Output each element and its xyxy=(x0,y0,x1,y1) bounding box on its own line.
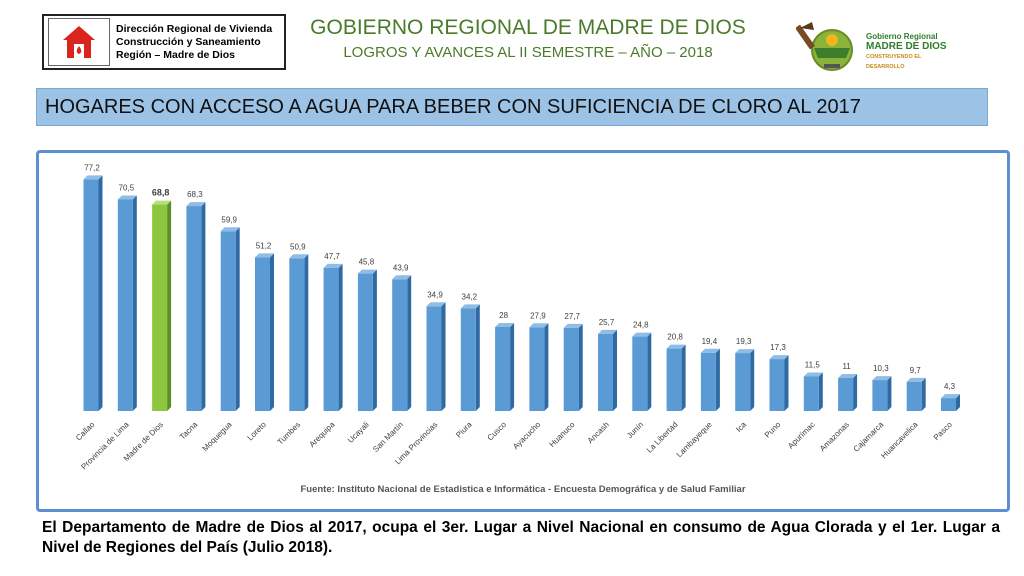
bar-2 xyxy=(152,200,172,411)
category-label-14: Huanuco xyxy=(548,420,577,449)
data-label-25: 4,3 xyxy=(944,382,956,391)
logo-right-line-2: MADRE DE DIOS xyxy=(866,41,947,52)
data-label-18: 19,4 xyxy=(702,337,718,346)
data-label-7: 47,7 xyxy=(324,252,340,261)
category-label-18: Lambayeque xyxy=(675,420,714,459)
data-label-19: 19,3 xyxy=(736,337,752,346)
category-label-5: Loreto xyxy=(246,420,269,443)
page-title: GOBIERNO REGIONAL DE MADRE DE DIOS xyxy=(310,16,746,39)
category-label-4: Moquegua xyxy=(201,420,234,453)
category-label-20: Puno xyxy=(763,420,783,440)
bar-12 xyxy=(495,323,515,411)
data-label-12: 28 xyxy=(499,311,508,320)
bar-25 xyxy=(941,394,960,411)
category-label-19: Ica xyxy=(734,420,748,434)
bar-15 xyxy=(598,329,617,411)
bar-11 xyxy=(460,304,480,411)
drvcs-logo: Dirección Regional de Vivienda Construcc… xyxy=(42,14,286,70)
data-label-3: 68,3 xyxy=(187,190,203,199)
section-banner: HOGARES CON ACCESO A AGUA PARA BEBER CON… xyxy=(36,88,988,126)
page-subtitle: LOGROS Y AVANCES AL II SEMESTRE – AÑO – … xyxy=(343,44,713,61)
bar-1 xyxy=(117,195,137,411)
data-label-13: 27,9 xyxy=(530,311,546,320)
bar-24 xyxy=(906,377,926,411)
bar-16 xyxy=(632,332,652,411)
data-label-9: 43,9 xyxy=(393,263,409,272)
category-label-15: Ancash xyxy=(586,420,611,445)
bar-9 xyxy=(392,275,412,411)
category-label-16: Junín xyxy=(625,420,645,440)
logo-left-line-1: Dirección Regional de Vivienda xyxy=(116,22,273,35)
bar-10 xyxy=(426,302,446,411)
data-label-10: 34,9 xyxy=(427,290,443,299)
category-label-8: Ucayali xyxy=(346,420,371,445)
bar-4 xyxy=(220,227,240,411)
bar-23 xyxy=(872,376,892,411)
category-label-9: San Martín xyxy=(371,420,405,454)
bar-5 xyxy=(255,253,274,411)
chart-source: Fuente: Instituto Nacional de Estadistic… xyxy=(300,484,745,495)
chart-frame: 77,2 Callao 70,5 Provincia de Lima 68,8 Madre… xyxy=(36,150,1010,512)
category-label-24: Huancavelica xyxy=(879,420,920,461)
bar-21 xyxy=(803,372,823,411)
logo-right-line-1: Gobierno Regional xyxy=(866,32,938,41)
category-label-17: La Libertad xyxy=(645,420,680,455)
bar-14 xyxy=(563,323,583,411)
category-label-0: Callao xyxy=(74,420,97,443)
bar-20 xyxy=(769,355,789,411)
bar-19 xyxy=(735,349,755,411)
data-label-17: 20,8 xyxy=(667,333,683,342)
gobierno-regional-logo: Gobierno Regional MADRE DE DIOS CONSTRUY… xyxy=(795,18,956,74)
category-label-22: Amazonas xyxy=(818,420,851,453)
data-label-11: 34,2 xyxy=(462,292,478,301)
bar-17 xyxy=(666,344,686,411)
logo-left-line-2: Construcción y Saneamiento xyxy=(116,35,261,48)
gobierno-regional-emblem-icon xyxy=(795,22,853,71)
category-label-7: Arequipa xyxy=(308,420,337,449)
data-label-21: 11,5 xyxy=(805,361,821,370)
bar-18 xyxy=(700,348,720,411)
category-label-25: Pasco xyxy=(932,420,954,442)
bar-3 xyxy=(186,202,206,411)
data-label-8: 45,8 xyxy=(359,258,375,267)
data-label-5: 51,2 xyxy=(256,241,272,250)
data-label-2: 68,8 xyxy=(152,188,170,198)
data-label-20: 17,3 xyxy=(770,343,786,352)
category-label-11: Piura xyxy=(454,420,474,440)
bar-22 xyxy=(838,374,858,411)
bar-7 xyxy=(323,263,343,411)
data-label-15: 25,7 xyxy=(599,318,615,327)
summary-text: El Departamento de Madre de Dios al 2017… xyxy=(42,519,1000,556)
data-label-6: 50,9 xyxy=(290,242,306,251)
category-label-12: Cusco xyxy=(486,420,509,443)
data-label-16: 24,8 xyxy=(633,321,649,330)
bar-8 xyxy=(357,269,377,411)
drvcs-emblem-icon xyxy=(48,18,110,66)
data-label-24: 9,7 xyxy=(910,366,922,375)
data-label-14: 27,7 xyxy=(564,312,580,321)
category-label-13: Ayacucho xyxy=(511,420,542,451)
bar-13 xyxy=(529,323,549,411)
category-label-21: Apurímac xyxy=(786,420,817,451)
data-label-1: 70,5 xyxy=(119,184,135,193)
bar-0 xyxy=(83,175,103,411)
logo-right-line-3: CONSTRUYENDO EL DESARROLLO xyxy=(866,54,922,70)
bar-6 xyxy=(289,254,309,411)
category-label-23: Cajamarca xyxy=(852,420,886,454)
category-label-3: Tacna xyxy=(178,420,200,442)
data-label-0: 77,2 xyxy=(84,163,100,172)
data-label-4: 59,9 xyxy=(221,215,237,224)
category-label-6: Tumbes xyxy=(276,420,303,447)
data-label-22: 11 xyxy=(842,362,851,371)
data-label-23: 10,3 xyxy=(873,364,889,373)
logo-left-line-3: Región – Madre de Dios xyxy=(116,48,236,61)
